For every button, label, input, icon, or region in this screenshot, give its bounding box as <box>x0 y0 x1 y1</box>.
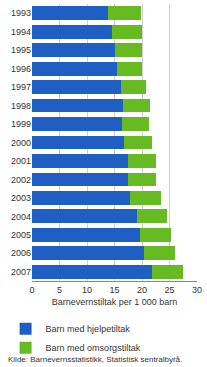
svg-text:1998: 1998 <box>11 101 31 111</box>
svg-text:30: 30 <box>192 285 202 295</box>
svg-text:2004: 2004 <box>11 212 31 222</box>
svg-text:1995: 1995 <box>11 45 31 55</box>
svg-text:2006: 2006 <box>11 248 31 258</box>
svg-text:2001: 2001 <box>11 156 31 166</box>
svg-text:2007: 2007 <box>11 267 31 277</box>
svg-text:2000: 2000 <box>11 138 31 148</box>
svg-text:Barnevernstiltak per 1 000 bar: Barnevernstiltak per 1 000 barn <box>52 297 178 307</box>
svg-text:25: 25 <box>164 285 174 295</box>
svg-text:0: 0 <box>29 285 34 295</box>
svg-text:Barn med hjelpetiltak: Barn med hjelpetiltak <box>46 324 131 334</box>
svg-text:2005: 2005 <box>11 230 31 240</box>
svg-text:2003: 2003 <box>11 193 31 203</box>
svg-text:10: 10 <box>82 285 92 295</box>
svg-text:1993: 1993 <box>11 8 31 18</box>
svg-text:15: 15 <box>109 285 119 295</box>
svg-text:5: 5 <box>57 285 62 295</box>
svg-text:2002: 2002 <box>11 175 31 185</box>
svg-text:1996: 1996 <box>11 64 31 74</box>
svg-text:20: 20 <box>137 285 147 295</box>
svg-text:1999: 1999 <box>11 119 31 129</box>
svg-text:1997: 1997 <box>11 82 31 92</box>
svg-text:1994: 1994 <box>11 27 31 37</box>
svg-text:Kilde: Barnevernsstatistikk, S: Kilde: Barnevernsstatistikk, Statistisk … <box>8 355 182 364</box>
svg-text:Barn med omsorgstiltak: Barn med omsorgstiltak <box>46 343 141 353</box>
